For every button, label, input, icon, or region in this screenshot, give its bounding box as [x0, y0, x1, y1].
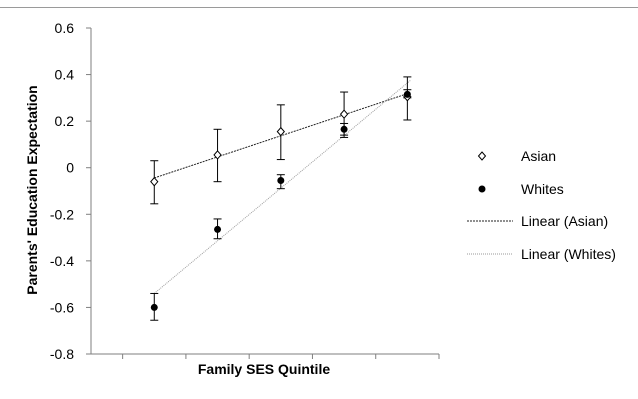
legend-marker-circle: [478, 185, 486, 193]
legend-item-linear-asian: Linear (Asian): [467, 213, 608, 229]
x-tick-group: [122, 354, 440, 359]
y-axis-title: Parents' Education Expectation: [24, 85, 40, 295]
top-border-line: [0, 7, 638, 8]
data-point-whites: [277, 177, 285, 185]
legend: Asian Whites Linear (Asian) Linear (Whit…: [467, 148, 616, 262]
legend-label-whites: Whites: [521, 181, 564, 197]
data-point-asian: [339, 109, 349, 119]
trendline-whites: [153, 79, 411, 294]
y-tick-label: -0.8: [50, 346, 74, 362]
y-tick-label: 0: [66, 160, 74, 176]
y-tick-group: 0.6 0.4 0.2 0 -0.2 -0.4 -0.6 -0.8: [50, 20, 91, 362]
y-tick-label: -0.2: [50, 206, 74, 222]
data-point-group: [150, 90, 412, 311]
y-tick-label: -0.4: [50, 253, 74, 269]
trendline-asian: [154, 92, 411, 179]
data-point-whites: [214, 225, 222, 233]
axes: 0.6 0.4 0.2 0 -0.2 -0.4 -0.6 -0.8: [50, 20, 440, 362]
legend-item-whites: Whites: [478, 181, 564, 197]
y-tick-label: 0.4: [55, 67, 75, 83]
trendline-group: [153, 79, 411, 294]
legend-marker-diamond: [477, 151, 487, 161]
data-point-asian: [213, 150, 222, 160]
data-point-whites: [150, 303, 158, 311]
legend-label-linear-whites: Linear (Whites): [521, 246, 616, 262]
data-point-whites: [340, 125, 348, 133]
x-axis-title: Family SES Quintile: [198, 361, 330, 377]
data-point-whites: [403, 90, 411, 98]
legend-label-linear-asian: Linear (Asian): [521, 213, 608, 229]
error-bar-group: [150, 76, 412, 321]
legend-label-asian: Asian: [521, 148, 556, 164]
y-tick-label: 0.2: [55, 113, 75, 129]
y-tick-label: 0.6: [55, 20, 75, 36]
y-tick-label: -0.6: [50, 299, 74, 315]
data-point-asian: [150, 176, 159, 187]
data-point-asian: [276, 126, 285, 137]
legend-item-linear-whites: Linear (Whites): [467, 246, 616, 262]
legend-item-asian: Asian: [477, 148, 556, 164]
